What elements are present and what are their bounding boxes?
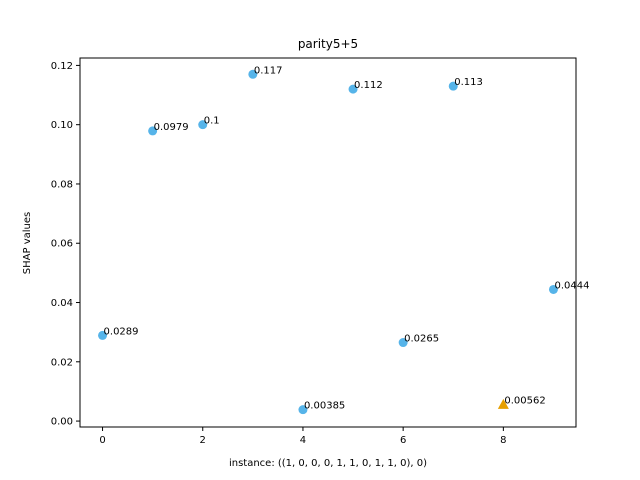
y-axis-label: SHAP values: [22, 212, 33, 274]
data-point: [448, 81, 458, 91]
y-tick-label: 0.02: [51, 357, 73, 368]
chart-title: parity5+5: [298, 37, 358, 51]
data-label: 0.0265: [404, 334, 439, 345]
data-point-triangle: [497, 398, 509, 409]
x-tick-label: 2: [200, 435, 206, 446]
y-tick-label: 0.08: [51, 179, 73, 190]
data-point: [298, 405, 308, 415]
x-tick-label: 6: [400, 435, 406, 446]
x-tick-label: 0: [99, 435, 105, 446]
data-point: [98, 330, 108, 340]
y-tick-label: 0.12: [51, 61, 73, 72]
y-tick-label: 0.00: [51, 417, 73, 428]
plot-frame: [79, 57, 577, 428]
data-label: 0.00385: [304, 401, 345, 412]
x-tick-label: 8: [500, 435, 506, 446]
data-point: [548, 284, 558, 294]
x-tick-label: 4: [300, 435, 306, 446]
data-label: 0.00562: [504, 395, 545, 406]
data-point: [248, 69, 258, 79]
y-tick-label: 0.10: [51, 120, 73, 131]
y-tick-label: 0.06: [51, 239, 73, 250]
data-point: [148, 126, 158, 136]
data-label: 0.1: [204, 116, 220, 127]
data-label: 0.112: [354, 80, 383, 91]
data-label: 0.0979: [154, 122, 189, 133]
data-point: [348, 84, 358, 94]
data-point: [198, 120, 208, 130]
y-tick-label: 0.04: [51, 298, 73, 309]
data-label: 0.117: [254, 65, 283, 76]
data-point: [398, 338, 408, 348]
plot-area: 0 2 4 6 8 0.00 0.02 0.04 0.06 0.08 0.10 0.12 0.0289 0…: [51, 61, 590, 446]
x-axis-label: instance: ((1, 0, 0, 0, 1, 1, 0, 1, 1, 0…: [229, 458, 427, 469]
data-label: 0.113: [454, 77, 483, 88]
data-label: 0.0444: [554, 280, 589, 291]
data-label: 0.0289: [104, 326, 139, 337]
